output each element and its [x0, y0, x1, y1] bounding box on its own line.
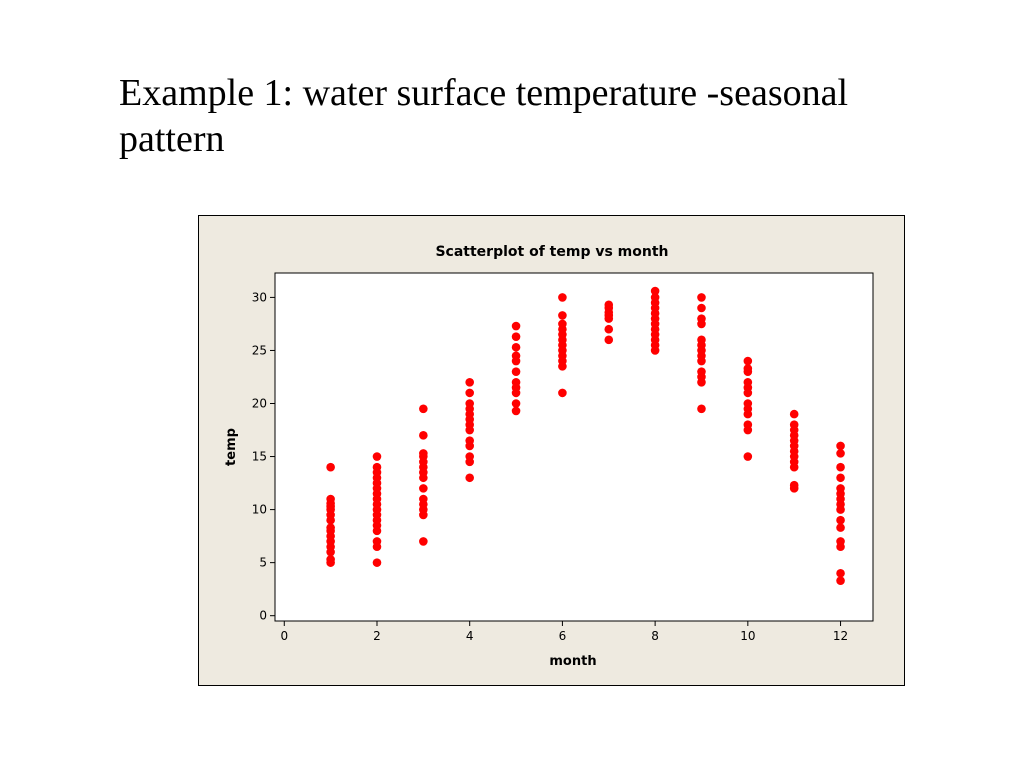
data-point: [789, 409, 799, 419]
data-point: [465, 399, 474, 408]
data-point: [419, 484, 428, 493]
x-tick-label: 8: [651, 629, 659, 643]
slide-title: Example 1: water surface temperature -se…: [119, 72, 849, 160]
data-point: [511, 377, 521, 387]
data-point: [743, 377, 753, 387]
data-point: [372, 558, 382, 567]
data-point: [650, 286, 660, 296]
x-axis: 0 2 4 6 8 10 12: [280, 621, 848, 643]
y-tick-label: 15: [252, 450, 267, 464]
data-point: [697, 335, 706, 345]
data-point: [372, 452, 382, 461]
y-tick-label: 30: [252, 290, 267, 304]
data-points: [326, 286, 845, 585]
data-point: [511, 321, 521, 331]
data-point: [558, 293, 567, 302]
data-point: [558, 311, 567, 320]
data-point: [511, 399, 521, 408]
data-point: [419, 431, 428, 440]
data-point: [743, 399, 753, 408]
data-point: [419, 449, 428, 458]
data-point: [836, 537, 845, 546]
data-point: [697, 303, 706, 313]
data-point: [326, 555, 335, 564]
y-axis: 0 5 10 15 20 25 30: [252, 290, 275, 623]
data-point: [558, 319, 567, 329]
data-point: [836, 484, 845, 493]
data-point: [836, 462, 845, 472]
data-point: [836, 449, 845, 458]
data-point: [836, 568, 845, 578]
data-point: [836, 515, 845, 525]
data-point: [511, 351, 521, 361]
x-tick-label: 10: [740, 629, 755, 643]
data-point: [326, 462, 335, 472]
data-point: [697, 367, 706, 376]
data-point: [836, 441, 845, 451]
data-point: [465, 473, 474, 483]
y-tick-label: 0: [259, 609, 267, 623]
data-point: [836, 473, 845, 483]
data-point: [650, 293, 660, 302]
y-tick-label: 10: [252, 503, 267, 517]
data-point: [604, 335, 614, 345]
data-point: [372, 537, 382, 546]
data-point: [511, 332, 521, 341]
data-point: [465, 388, 474, 398]
x-tick-label: 12: [833, 629, 848, 643]
data-point: [465, 377, 474, 387]
x-tick-label: 0: [280, 629, 288, 643]
x-axis-label: month: [549, 654, 596, 669]
plot-area: [274, 272, 874, 622]
data-point: [836, 576, 845, 585]
data-point: [419, 494, 428, 504]
data-point: [326, 494, 335, 504]
x-tick-label: 6: [559, 629, 567, 643]
data-point: [419, 537, 428, 546]
data-point: [743, 356, 753, 366]
x-tick-label: 2: [373, 629, 381, 643]
data-point: [743, 364, 753, 373]
data-point: [697, 314, 706, 323]
data-point: [372, 462, 382, 472]
chart-title: Scatterplot of temp vs month: [435, 244, 668, 260]
scatter-chart: Scatterplot of temp vs month 05101520253…: [224, 244, 874, 669]
data-point: [697, 293, 706, 302]
data-point: [836, 523, 845, 532]
data-point: [465, 436, 474, 445]
data-point: [511, 342, 521, 352]
data-point: [604, 300, 614, 310]
data-point: [326, 523, 335, 532]
data-point: [511, 406, 521, 416]
y-tick-label: 20: [252, 397, 267, 411]
data-point: [511, 367, 521, 376]
data-point: [743, 420, 753, 430]
data-point: [789, 420, 799, 430]
data-point: [558, 388, 567, 398]
y-tick-label: 25: [252, 343, 267, 357]
data-point: [743, 452, 753, 461]
y-tick-label: 5: [259, 556, 267, 570]
data-point: [419, 404, 428, 414]
chart-frame: Scatterplot of temp vs month 0 5 10 15 20 25 3…: [198, 215, 905, 686]
data-point: [604, 324, 614, 334]
data-point: [697, 404, 706, 414]
data-point: [465, 452, 474, 461]
x-tick-label: 4: [466, 629, 474, 643]
y-axis-label: temp: [224, 428, 239, 466]
data-point: [789, 480, 799, 490]
